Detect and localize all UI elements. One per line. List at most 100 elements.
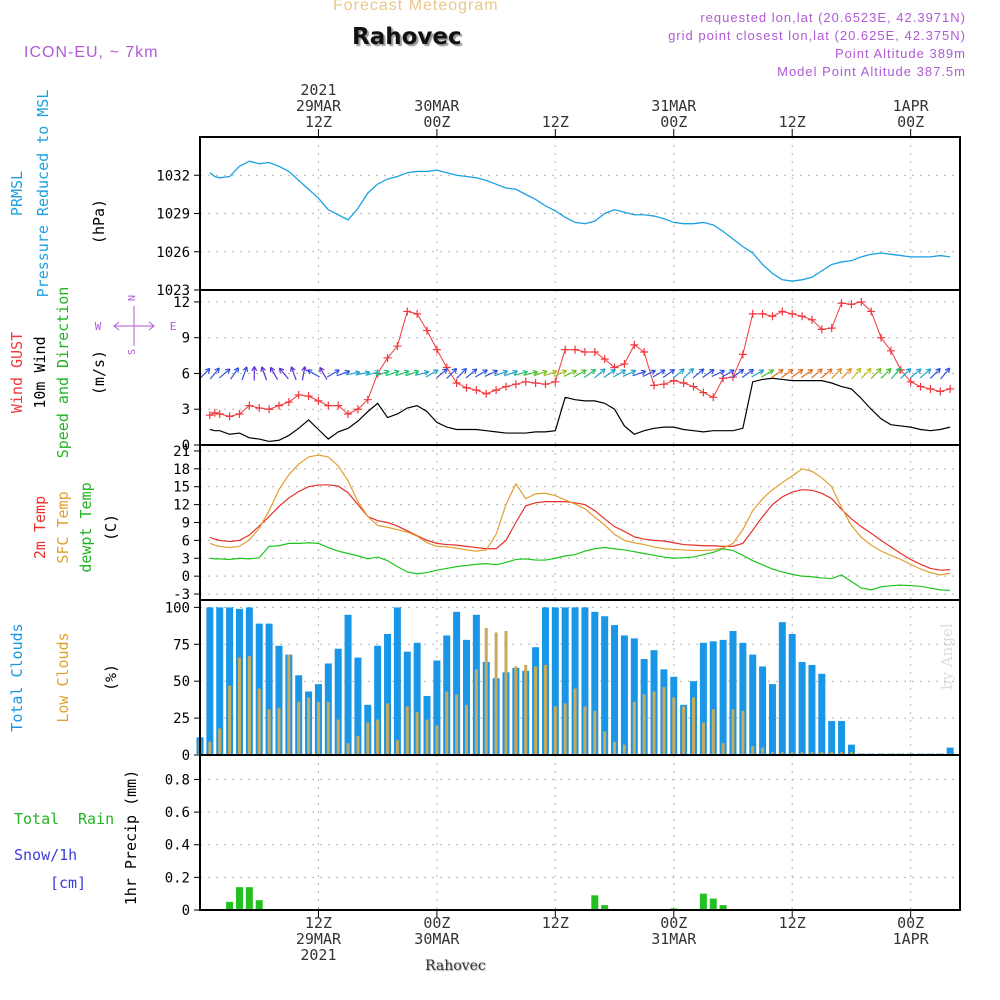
y-tick-label: 25 — [173, 711, 190, 727]
wind-barb-shaft — [436, 368, 448, 379]
wind-barb — [415, 369, 430, 376]
y-tick-label: 0.8 — [165, 772, 190, 788]
wind-barb — [800, 368, 814, 378]
total-cloud-bar — [611, 625, 619, 755]
wind-barb — [425, 369, 439, 378]
gust-marker — [857, 297, 866, 306]
clouds-unit: (%) — [102, 664, 120, 691]
low-cloud-bar — [603, 731, 607, 755]
low-cloud-bar — [366, 722, 370, 755]
wind-barb-shaft — [355, 371, 370, 376]
total-cloud-bar — [788, 633, 796, 755]
low-cloud-bar — [346, 743, 350, 755]
wind-barb — [241, 366, 249, 381]
gust-marker — [274, 401, 283, 410]
time-label-bottom: 00Z — [897, 914, 924, 932]
wind-barb-shaft — [230, 367, 240, 380]
y-tick-label: 0.6 — [165, 805, 190, 821]
total-cloud-bar — [433, 660, 441, 755]
low-cloud-bar — [672, 697, 676, 755]
wind-barb-head — [542, 369, 548, 376]
low-cloud-bar — [395, 740, 399, 755]
low-cloud-bar — [425, 719, 429, 755]
wind-barb-shaft — [683, 368, 694, 379]
wind-barb-shaft — [940, 367, 951, 380]
wind-barb — [484, 369, 498, 377]
precip-rain-label: Rain — [78, 810, 114, 828]
wind-barb-head — [885, 367, 892, 374]
wind-barb — [446, 367, 458, 379]
gust-marker — [205, 411, 214, 420]
gust-marker — [867, 307, 876, 316]
time-label-top: 2021 — [300, 81, 336, 99]
low-cloud-bar — [553, 706, 557, 755]
total-cloud-bar — [709, 641, 717, 755]
snow-label: Snow/1h — [14, 846, 77, 864]
prmsl-line — [209, 160, 951, 282]
total-cloud-bar — [630, 638, 638, 755]
low-cloud-bar — [721, 743, 725, 755]
wind-barb-head — [669, 368, 676, 375]
low-cloud-bar — [316, 701, 320, 755]
total-cloud-bar — [571, 607, 579, 755]
gust-marker — [877, 333, 886, 342]
wind-barb-shaft — [405, 370, 419, 377]
gust-marker — [432, 345, 441, 354]
gust-marker — [393, 342, 402, 351]
wind-barb-head — [660, 369, 666, 375]
wind-barb-head — [204, 367, 211, 374]
gust-marker — [650, 381, 659, 390]
wind-barb-head — [561, 369, 568, 375]
wind-barb-shaft — [652, 369, 666, 378]
wind-barb-head — [836, 367, 843, 374]
time-label-top: 1APR — [893, 97, 930, 115]
low-cloud-bar — [326, 701, 330, 755]
wind-barb-shaft — [731, 368, 745, 378]
wind-barb-shaft — [721, 369, 735, 378]
total-cloud-bar — [226, 607, 234, 755]
y-tick-label: 12 — [173, 295, 190, 311]
gust-marker — [946, 384, 955, 393]
gust-marker — [620, 359, 629, 368]
prmsl-long-label: Pressure Reduced to MSL — [34, 90, 52, 298]
y-tick-label: 9 — [182, 516, 190, 532]
low-cloud-bar — [830, 752, 834, 755]
sfc-temp-line — [209, 454, 951, 576]
wind-barb-shaft — [860, 368, 872, 379]
wind-barb-shaft — [365, 371, 380, 376]
low-cloud-bar — [731, 709, 735, 755]
gust-marker — [837, 299, 846, 308]
gust-marker — [738, 350, 747, 359]
gust-marker — [353, 405, 362, 414]
y-tick-label: 1023 — [156, 283, 190, 299]
dewpt-label: dewpt Temp — [77, 482, 95, 572]
low-cloud-bar — [267, 709, 271, 755]
wind-barb — [593, 368, 606, 379]
wind-barb — [301, 366, 308, 381]
gust-marker — [284, 398, 293, 407]
wind-barb — [731, 368, 745, 378]
wind-barb — [218, 368, 231, 379]
wind-barb-head — [650, 369, 656, 375]
wind-barb — [870, 367, 882, 379]
wind-barb-head — [855, 367, 862, 374]
wind-barb — [306, 369, 320, 378]
total-cloud-bar — [275, 645, 283, 755]
wind-barb-shaft — [800, 368, 814, 378]
wind-barb-head — [778, 368, 784, 375]
wind-barb-head — [698, 368, 705, 374]
low-cloud-bar — [218, 728, 222, 755]
wind-barb-shaft — [218, 368, 231, 379]
gust-marker — [827, 324, 836, 333]
low-cloud-bar — [840, 752, 844, 755]
gust-marker — [758, 309, 767, 318]
low-cloud-bar — [652, 691, 656, 755]
wind-barb-head — [944, 367, 951, 374]
compass-rose-arrows — [113, 306, 155, 346]
gust-label: Wind GUST — [8, 332, 26, 413]
precip-unit: 1hr Precip (mm) — [122, 770, 140, 905]
wind-barb-head — [915, 368, 922, 374]
gust-marker — [590, 348, 599, 356]
wind-barb — [395, 369, 410, 377]
time-label-bottom: 12Z — [779, 914, 806, 932]
